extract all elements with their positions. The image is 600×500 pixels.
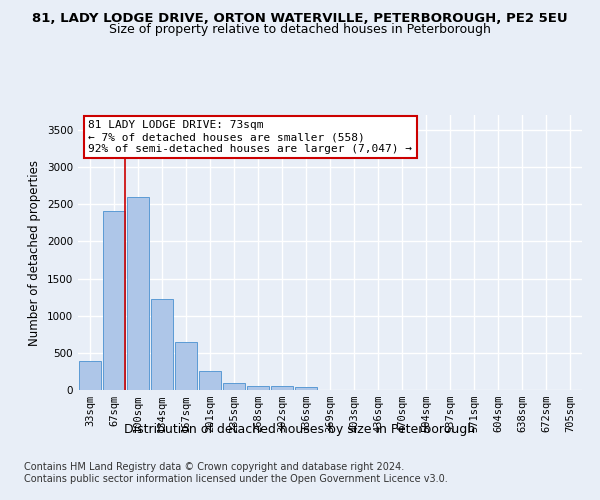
Bar (247, 386, 269, 390)
Bar (223, 384, 245, 390)
Bar (295, 387, 317, 390)
Text: 81 LADY LODGE DRIVE: 73sqm
← 7% of detached houses are smaller (558)
92% of semi: 81 LADY LODGE DRIVE: 73sqm ← 7% of detac… (88, 120, 412, 154)
Bar (271, 386, 293, 390)
Text: Distribution of detached houses by size in Peterborough: Distribution of detached houses by size … (124, 422, 476, 436)
Y-axis label: Number of detached properties: Number of detached properties (28, 160, 41, 346)
Bar (175, 342, 197, 390)
Bar (103, 211, 125, 390)
Bar (199, 371, 221, 390)
Bar (127, 197, 149, 390)
Bar (151, 298, 173, 390)
Text: 81, LADY LODGE DRIVE, ORTON WATERVILLE, PETERBOROUGH, PE2 5EU: 81, LADY LODGE DRIVE, ORTON WATERVILLE, … (32, 12, 568, 26)
Text: Size of property relative to detached houses in Peterborough: Size of property relative to detached ho… (109, 22, 491, 36)
Text: Contains HM Land Registry data © Crown copyright and database right 2024.: Contains HM Land Registry data © Crown c… (24, 462, 404, 472)
Text: Contains public sector information licensed under the Open Government Licence v3: Contains public sector information licen… (24, 474, 448, 484)
Bar (79, 361, 101, 390)
